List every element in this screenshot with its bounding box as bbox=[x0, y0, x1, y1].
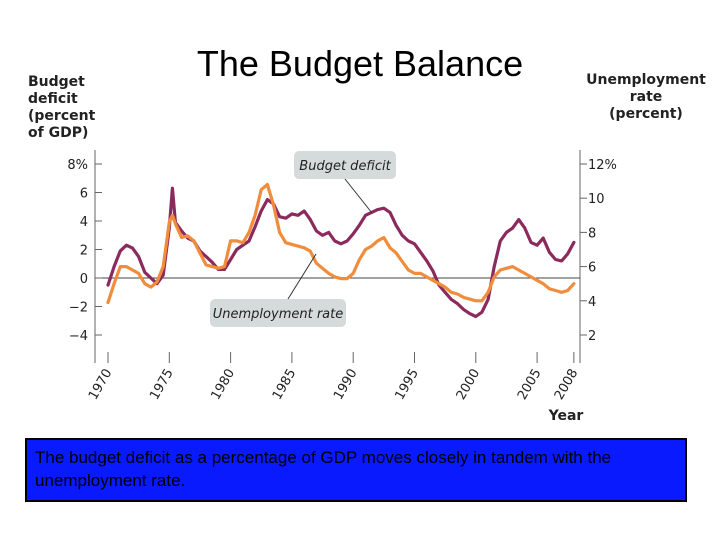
left-tick-label: 0 bbox=[80, 272, 88, 287]
slide-title: The Budget Balance bbox=[196, 43, 524, 84]
x-tick-label: 1980 bbox=[209, 367, 239, 403]
right-tick-label: 10 bbox=[588, 192, 605, 207]
right-tick-label: 4 bbox=[588, 295, 596, 310]
x-tick-label: 1990 bbox=[331, 367, 361, 403]
left-axis-title-line: Budget bbox=[28, 74, 85, 90]
unemployment-leader bbox=[287, 253, 317, 300]
budget-deficit-callout-box bbox=[294, 151, 396, 179]
left-tick-label: −2 bbox=[69, 301, 88, 316]
left-axis-title-line: (percent bbox=[28, 108, 96, 124]
left-tick-label: −4 bbox=[69, 329, 88, 344]
x-tick-label: 1975 bbox=[147, 367, 177, 403]
left-tick-label: 2 bbox=[80, 244, 88, 259]
x-tick-label: 1995 bbox=[392, 367, 422, 403]
x-tick-label: 2000 bbox=[454, 367, 484, 403]
series-layer bbox=[106, 182, 576, 319]
left-tick-label: 4 bbox=[80, 215, 88, 230]
series-line-unemployment bbox=[106, 182, 576, 305]
x-tick-label: 2005 bbox=[515, 367, 545, 403]
right-tick-label: 2 bbox=[588, 329, 596, 344]
right-tick-label: 6 bbox=[588, 261, 596, 276]
unemployment-callout-label: Unemployment rate bbox=[213, 307, 343, 322]
right-axis-title-line: Unemployment bbox=[586, 72, 706, 88]
left-tick-label: 8% bbox=[67, 158, 88, 173]
x-axis-title: Year bbox=[548, 408, 584, 424]
right-tick-label: 12% bbox=[588, 158, 617, 173]
caption-box: The budget deficit as a percentage of GD… bbox=[25, 438, 687, 502]
x-tick-label: 2008 bbox=[552, 367, 582, 403]
left-axis-title-line: of GDP) bbox=[28, 125, 88, 141]
series-line-deficit bbox=[106, 186, 576, 319]
right-tick-label: 8 bbox=[588, 226, 596, 241]
right-axis-title-line: (percent) bbox=[609, 106, 683, 122]
x-tick-label: 1970 bbox=[86, 367, 116, 403]
x-tick-label: 1985 bbox=[270, 367, 300, 403]
unemployment-callout-box bbox=[210, 299, 346, 327]
budget-deficit-callout-label: Budget deficit bbox=[299, 159, 391, 174]
budget-deficit-leader bbox=[344, 178, 373, 214]
left-axis-title-line: deficit bbox=[28, 91, 78, 107]
right-axis-title-line: rate bbox=[630, 89, 663, 105]
left-tick-label: 6 bbox=[80, 187, 88, 202]
callouts: Budget deficit Unemployment rate bbox=[210, 151, 396, 327]
caption-text: The budget deficit as a percentage of GD… bbox=[35, 448, 612, 490]
